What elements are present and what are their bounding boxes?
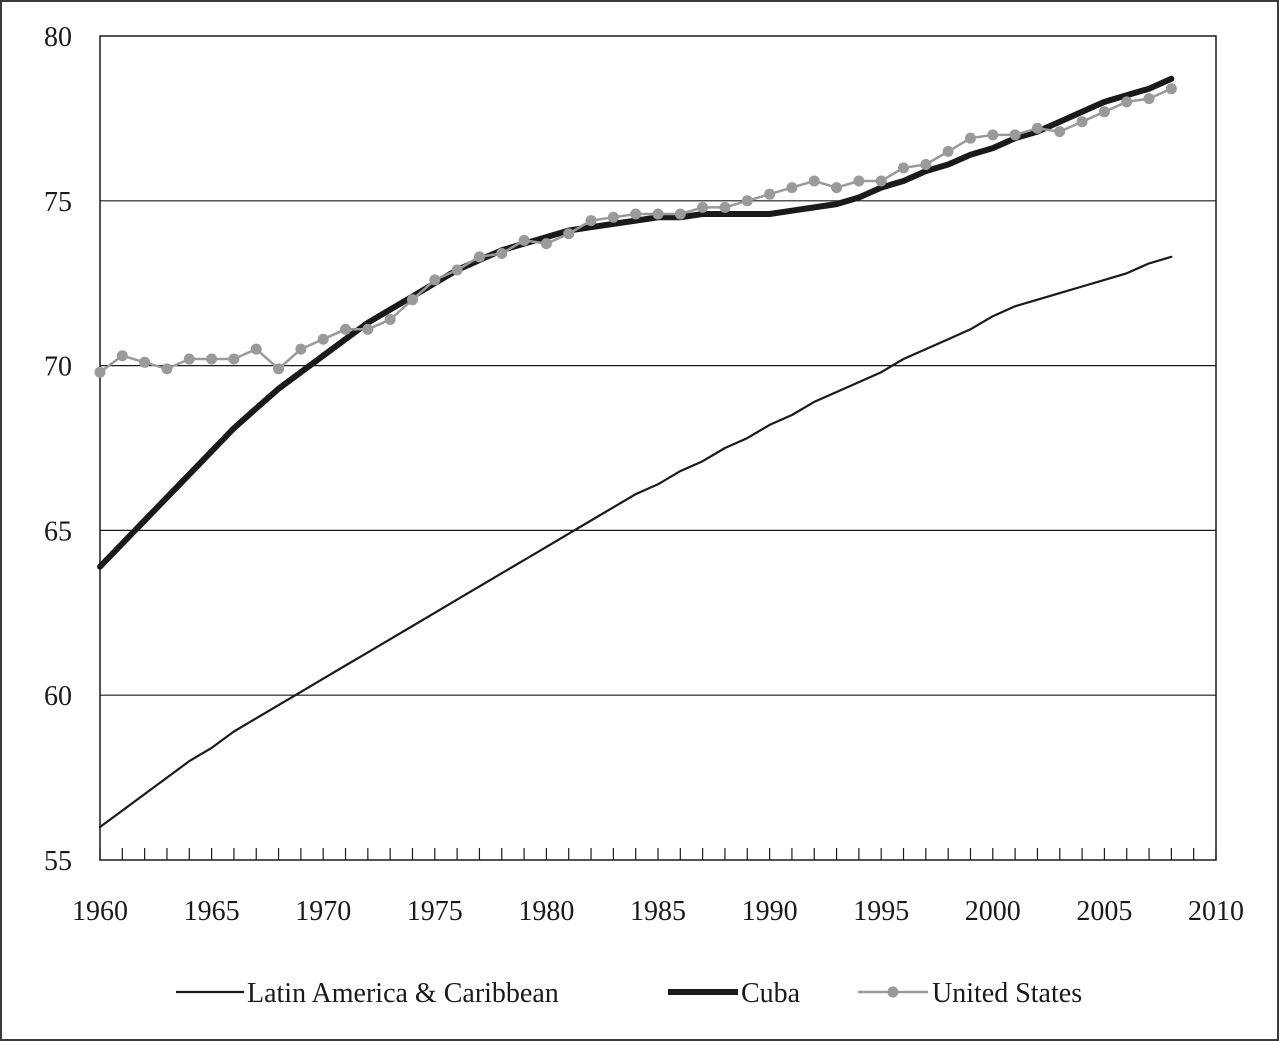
data-point-united-states: [384, 313, 396, 325]
data-point-united-states: [183, 353, 195, 365]
data-point-united-states: [94, 366, 106, 378]
data-point-united-states: [206, 353, 218, 365]
legend-marker-united-states: [887, 986, 899, 998]
data-point-united-states: [362, 323, 374, 335]
x-minor-ticks: [99, 848, 1217, 860]
data-point-united-states: [161, 363, 173, 375]
x-tick-label: 1970: [295, 896, 351, 927]
data-point-united-states: [987, 129, 999, 141]
series-line-cuba: [97, 75, 1175, 570]
data-point-united-states: [942, 145, 954, 157]
y-tick-label: 80: [44, 22, 72, 53]
x-tick-label: 1980: [518, 896, 574, 927]
y-tick-label: 55: [44, 846, 72, 877]
y-tick-label: 65: [44, 516, 72, 547]
data-point-united-states: [1076, 116, 1088, 128]
data-point-united-states: [116, 350, 128, 362]
data-point-united-states: [1121, 96, 1133, 108]
gridlines: [100, 200, 1216, 696]
data-point-united-states: [853, 175, 865, 187]
data-point-united-states: [1054, 126, 1066, 138]
data-point-united-states: [697, 201, 709, 213]
x-tick-label: 1990: [742, 896, 798, 927]
x-tick-label: 1965: [184, 896, 240, 927]
data-point-united-states: [563, 228, 575, 240]
series-layer: [94, 75, 1177, 829]
x-tick-label: 2000: [965, 896, 1021, 927]
data-point-united-states: [250, 343, 262, 355]
data-point-united-states: [1165, 83, 1177, 95]
x-tick-label: 1975: [407, 896, 463, 927]
data-point-united-states: [964, 132, 976, 144]
data-point-united-states: [540, 238, 552, 250]
data-point-united-states: [317, 333, 329, 345]
series-line-latin-america-caribbean: [98, 255, 1173, 829]
x-tick-label: 1985: [630, 896, 686, 927]
data-point-united-states: [273, 363, 285, 375]
data-point-united-states: [1098, 106, 1110, 118]
data-point-united-states: [607, 211, 619, 223]
data-point-united-states: [429, 274, 441, 286]
data-point-united-states: [295, 343, 307, 355]
series-line-united-states: [98, 87, 1173, 374]
data-point-united-states: [741, 195, 753, 207]
data-point-united-states: [831, 182, 843, 194]
x-tick-label: 2005: [1076, 896, 1132, 927]
data-point-united-states: [786, 182, 798, 194]
data-point-united-states: [920, 159, 932, 171]
y-tick-label: 60: [44, 681, 72, 712]
data-point-united-states: [719, 201, 731, 213]
data-point-united-states: [808, 175, 820, 187]
y-tick-label: 70: [44, 352, 72, 383]
data-point-united-states: [674, 208, 686, 220]
plot-area-border: [99, 35, 1217, 861]
data-point-united-states: [340, 323, 352, 335]
data-point-united-states: [518, 234, 530, 246]
data-point-united-states: [406, 294, 418, 306]
x-tick-label: 2010: [1188, 896, 1244, 927]
data-point-united-states: [1143, 93, 1155, 105]
data-point-united-states: [1009, 129, 1021, 141]
data-point-united-states: [764, 188, 776, 200]
data-point-united-states: [228, 353, 240, 365]
data-point-united-states: [875, 175, 887, 187]
data-point-united-states: [652, 208, 664, 220]
x-tick-label: 1995: [853, 896, 909, 927]
x-tick-label: 1960: [72, 896, 128, 927]
y-axis-tick-labels: 55 60 65 70 75 80: [44, 22, 72, 877]
data-point-united-states: [1031, 122, 1043, 134]
data-point-united-states: [139, 356, 151, 368]
data-point-united-states: [585, 215, 597, 227]
legend: Latin America & Caribbean Cuba United Stat…: [176, 978, 1082, 1009]
x-axis-tick-labels: 1960 1965 1970 1975 1980 1985 1990 1995 2000 2005…: [72, 896, 1244, 927]
y-tick-label: 75: [44, 187, 72, 218]
legend-label-cuba: Cuba: [741, 978, 801, 1009]
data-point-united-states: [898, 162, 910, 174]
data-point-united-states: [451, 264, 463, 276]
data-point-united-states: [630, 208, 642, 220]
data-point-united-states: [496, 248, 508, 260]
data-point-united-states: [473, 251, 485, 263]
legend-label-latin-america-caribbean: Latin America & Caribbean: [247, 978, 559, 1009]
legend-label-united-states: United States: [932, 978, 1082, 1009]
